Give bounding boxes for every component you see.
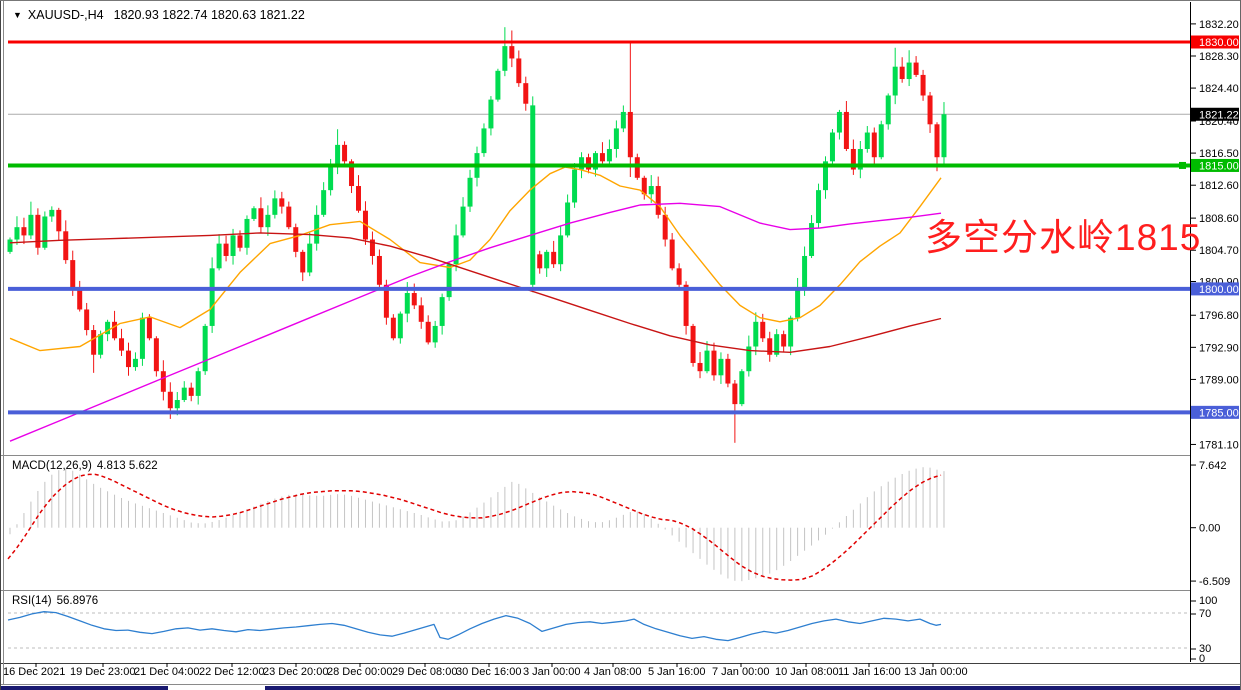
macd-indicator-label: MACD(12,26,9) 4.813 5.622 — [12, 460, 158, 472]
horizontal-levels[interactable] — [8, 40, 1190, 415]
ma-slow-red-line — [9, 232, 942, 353]
svg-text:30: 30 — [1199, 643, 1211, 655]
time-label: 30 Dec 16:00 — [456, 666, 522, 678]
svg-text:1808.60: 1808.60 — [1199, 213, 1239, 225]
time-label: 13 Jan 00:00 — [904, 666, 968, 678]
ma-fast-orange-line — [9, 166, 942, 352]
svg-text:70: 70 — [1199, 608, 1211, 620]
time-axis[interactable]: 16 Dec 2021 19 Dec 23:00 21 Dec 04:00 22 De… — [0, 666, 1241, 682]
time-label: 16 Dec 2021 — [3, 666, 66, 678]
svg-text:1785.00: 1785.00 — [1199, 407, 1239, 419]
time-label: 11 Jan 16:00 — [838, 666, 901, 678]
svg-text:1815.00: 1815.00 — [1199, 160, 1239, 172]
macd-values: 4.813 5.622 — [96, 460, 158, 472]
rsi-line — [7, 611, 942, 642]
symbol-period-label: XAUUSD-,H4 — [27, 8, 104, 22]
level-handle[interactable] — [1179, 161, 1186, 169]
time-label: 7 Jan 00:00 — [712, 666, 770, 678]
svg-text:1792.90: 1792.90 — [1199, 342, 1239, 354]
svg-text:1812.60: 1812.60 — [1199, 180, 1239, 192]
svg-text:0: 0 — [1199, 653, 1205, 665]
time-label: 4 Jan 08:00 — [584, 666, 642, 678]
svg-text:1824.40: 1824.40 — [1199, 83, 1239, 95]
symbol-quote-bar: ▼ XAUUSD-,H4 1820.93 1822.74 1820.63 1821.… — [13, 8, 305, 22]
svg-text:1820.40: 1820.40 — [1199, 116, 1239, 128]
time-label: 19 Dec 23:00 — [70, 666, 136, 678]
current-price-label: 1821.22 — [1191, 107, 1239, 121]
window-frame — [3, 0, 4, 684]
time-axis-ticks — [0, 663, 1241, 667]
svg-text:100: 100 — [1199, 595, 1217, 607]
time-label: 3 Jan 00:00 — [523, 666, 581, 678]
svg-text:1800.00: 1800.00 — [1199, 284, 1239, 296]
svg-text:1816.50: 1816.50 — [1199, 148, 1239, 160]
svg-text:1781.10: 1781.10 — [1199, 439, 1239, 451]
svg-text:1832.20: 1832.20 — [1199, 19, 1239, 31]
time-label: 21 Dec 04:00 — [134, 666, 200, 678]
symbol-dropdown-icon[interactable]: ▼ — [13, 10, 22, 20]
svg-text:7.642: 7.642 — [1199, 460, 1227, 472]
svg-text:1828.30: 1828.30 — [1199, 51, 1239, 63]
time-label: 10 Jan 08:00 — [775, 666, 839, 678]
rsi-level-lines — [8, 612, 1190, 649]
time-label: 5 Jan 16:00 — [648, 666, 706, 678]
time-label: 29 Dec 08:00 — [392, 666, 458, 678]
window-frame — [0, 0, 1241, 1]
ma-mid-magenta-line — [9, 202, 942, 442]
macd-name: MACD(12,26,9) — [12, 460, 92, 472]
macd-signal-line — [7, 473, 942, 581]
ohlc-values: 1820.93 1822.74 1820.63 1821.22 — [113, 8, 305, 22]
svg-text:1830.00: 1830.00 — [1199, 37, 1239, 49]
candles[interactable] — [7, 27, 947, 443]
time-label: 22 Dec 12:00 — [199, 666, 265, 678]
bottom-strip — [0, 686, 1241, 690]
macd-histogram — [9, 467, 945, 582]
chart-annotation-text[interactable]: 多空分水岭1815 — [925, 217, 1202, 258]
svg-text:1804.70: 1804.70 — [1199, 245, 1239, 257]
rsi-values: 56.8976 — [56, 595, 99, 607]
svg-text:-6.509: -6.509 — [1199, 576, 1230, 588]
window-bottom-divider — [0, 684, 1241, 685]
svg-text:1796.80: 1796.80 — [1199, 310, 1239, 322]
svg-text:1789.00: 1789.00 — [1199, 374, 1239, 386]
price-axis[interactable]: 1832.20 1828.30 1824.40 1820.40 1816.50 1812.… — [1190, 0, 1241, 684]
bottom-strip-segment — [265, 686, 1241, 690]
rsi-indicator-label: RSI(14) 56.8976 — [12, 595, 98, 607]
bottom-strip-segment — [0, 686, 168, 690]
time-label: 28 Dec 00:00 — [327, 666, 393, 678]
window-frame — [0, 0, 1, 690]
time-label: 23 Dec 20:00 — [263, 666, 329, 678]
svg-text:0.00: 0.00 — [1199, 523, 1220, 535]
svg-text:1821.22: 1821.22 — [1199, 109, 1239, 121]
rsi-name: RSI(14) — [12, 595, 52, 607]
